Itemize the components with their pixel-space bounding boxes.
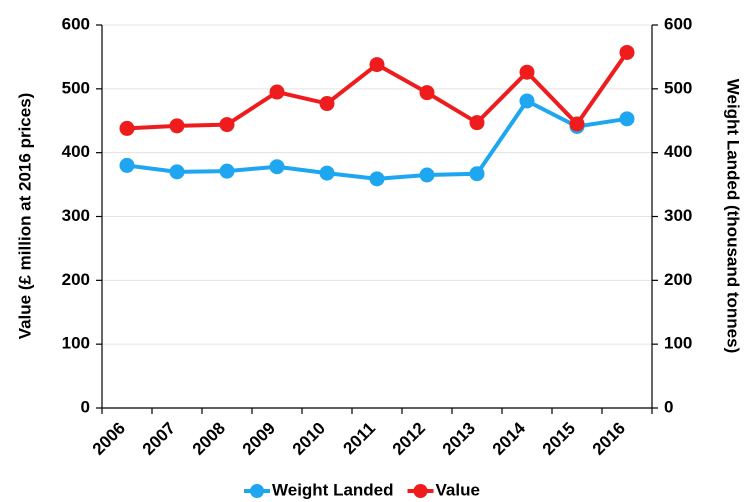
y2-tick-label: 100 — [664, 334, 692, 353]
point — [419, 85, 435, 101]
x-tick-label: 2012 — [389, 419, 429, 459]
point — [169, 164, 185, 180]
point — [219, 117, 235, 133]
y2-axis-title: Weight Landed (thousand tonnes) — [724, 79, 743, 354]
point — [519, 64, 535, 80]
point — [319, 96, 335, 112]
y-tick-label: 0 — [81, 397, 90, 416]
y2-tick-label: 500 — [664, 78, 692, 97]
point — [319, 165, 335, 181]
y-tick-label: 600 — [62, 14, 90, 33]
point — [469, 166, 485, 182]
x-tick-label: 2011 — [339, 419, 379, 459]
x-tick-label: 2014 — [489, 418, 530, 459]
x-tick-label: 2010 — [289, 419, 329, 459]
y2-tick-label: 200 — [664, 270, 692, 289]
point — [219, 163, 235, 179]
x-tick-label: 2015 — [539, 419, 579, 459]
point — [169, 118, 185, 134]
x-tick-label: 2009 — [239, 419, 279, 459]
legend-marker — [250, 484, 264, 498]
point — [369, 57, 385, 73]
point — [119, 157, 135, 173]
x-tick-label: 2013 — [439, 419, 479, 459]
point — [619, 44, 635, 60]
legend-label: Weight Landed — [272, 480, 394, 499]
point — [269, 84, 285, 100]
y2-tick-label: 600 — [664, 14, 692, 33]
point — [369, 171, 385, 187]
legend-marker — [413, 484, 428, 498]
series-line — [126, 98, 628, 181]
point — [469, 115, 485, 131]
y-tick-label: 400 — [62, 142, 90, 161]
x-tick-label: 2008 — [189, 419, 229, 459]
y-tick-label: 500 — [62, 78, 90, 97]
y-axis-title: Value (£ million at 2016 prices) — [15, 93, 34, 340]
point — [419, 167, 435, 183]
y2-tick-label: 300 — [664, 206, 692, 225]
y-tick-label: 300 — [62, 206, 90, 225]
legend-label: Value — [436, 480, 480, 499]
point — [519, 93, 535, 109]
point — [619, 111, 635, 127]
y-tick-label: 100 — [62, 334, 90, 353]
x-tick-label: 2016 — [589, 419, 629, 459]
y2-tick-label: 0 — [664, 397, 673, 416]
y-tick-label: 200 — [62, 270, 90, 289]
point — [569, 116, 585, 132]
y2-tick-label: 400 — [664, 142, 692, 161]
point — [119, 120, 135, 136]
x-tick-label: 2007 — [139, 419, 179, 459]
x-tick-label: 2006 — [89, 419, 129, 459]
point — [269, 159, 285, 175]
